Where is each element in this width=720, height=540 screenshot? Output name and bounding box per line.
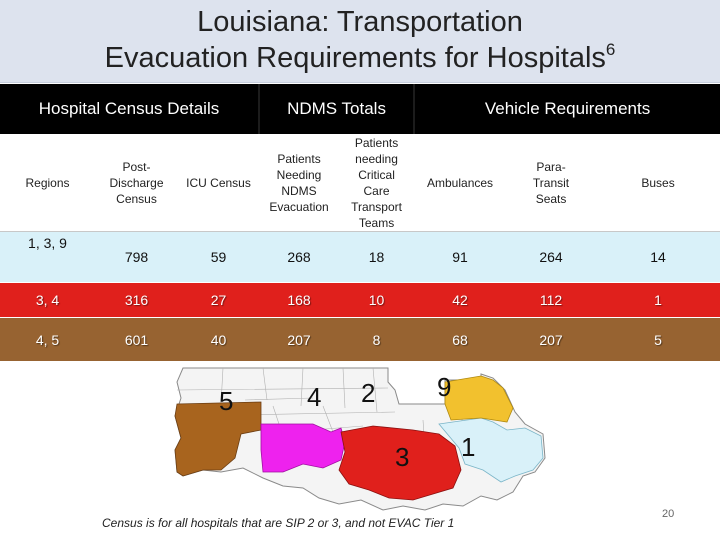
table-cell: 1, 3, 9 — [0, 231, 95, 283]
table-cell: 207 — [259, 317, 340, 361]
table-cell: 207 — [506, 317, 597, 361]
title-line-1: Louisiana: Transportation — [197, 6, 523, 38]
table-cell: 14 — [596, 231, 720, 283]
table-cell: 168 — [259, 282, 340, 318]
region-label: 5 — [219, 386, 233, 416]
column-header-row: Regions Post-Discharge Census ICU Census… — [0, 134, 720, 232]
table-cell: 10 — [339, 282, 415, 318]
table-cell: 1 — [596, 282, 720, 318]
column-header: Patients needing Critical Care Transport… — [339, 134, 415, 232]
table-cell: 59 — [178, 231, 260, 283]
region-label: 3 — [395, 442, 409, 472]
table-cell: 3, 4 — [0, 282, 95, 318]
table-cell: 42 — [414, 282, 507, 318]
region-label: 2 — [361, 378, 375, 408]
region-1-area — [438, 417, 544, 483]
table-cell: 798 — [95, 231, 178, 283]
table-cell: 68 — [414, 317, 507, 361]
table-cell: 27 — [178, 282, 260, 318]
table-cell: 91 — [414, 231, 507, 283]
group-header-vehicles: Vehicle Requirements — [414, 84, 720, 134]
region-3-area — [338, 425, 462, 501]
group-header-census: Hospital Census Details — [0, 84, 261, 134]
group-header-ndms: NDMS Totals — [259, 84, 416, 134]
region-9-area — [444, 375, 514, 423]
column-header: Regions — [0, 134, 95, 232]
column-header: Buses — [596, 134, 720, 232]
louisiana-region-map: 5 4 2 9 1 3 — [174, 367, 546, 511]
table-row: 3, 4 316 27 168 10 42 112 1 — [0, 282, 720, 318]
region-label: 9 — [437, 372, 451, 402]
table-cell: 18 — [339, 231, 415, 283]
title-line-2: Evacuation Requirements for Hospitals6 — [0, 40, 720, 75]
group-header-row: Hospital Census Details NDMS Totals Vehi… — [0, 84, 720, 134]
column-header: Post-Discharge Census — [95, 134, 178, 232]
table-cell: 601 — [95, 317, 178, 361]
title-line-2-text: Evacuation Requirements for Hospitals — [104, 42, 606, 74]
region-label: 1 — [461, 432, 475, 462]
table-cell: 264 — [506, 231, 597, 283]
table-row: 1, 3, 9 798 59 268 18 91 264 14 — [0, 231, 720, 283]
table-cell: 268 — [259, 231, 340, 283]
column-header: Ambulances — [414, 134, 507, 232]
column-header: Para-Transit Seats — [506, 134, 597, 232]
column-header: ICU Census — [178, 134, 260, 232]
region-label: 4 — [307, 382, 321, 412]
page-number: 20 — [662, 508, 675, 520]
evacuation-table: Hospital Census Details NDMS Totals Vehi… — [0, 84, 720, 361]
table-cell: 40 — [178, 317, 260, 361]
table-cell: 8 — [339, 317, 415, 361]
slide-title: Louisiana: Transportation Evacuation Req… — [0, 0, 720, 83]
column-header: Patients Needing NDMS Evacuation — [259, 134, 340, 232]
region-4-area — [260, 423, 346, 473]
title-footnote-marker: 6 — [605, 40, 616, 59]
table-cell: 112 — [506, 282, 597, 318]
table-row: 4, 5 601 40 207 8 68 207 5 — [0, 317, 720, 361]
census-footnote: Census is for all hospitals that are SIP… — [102, 516, 455, 530]
table-cell: 316 — [95, 282, 178, 318]
table-cell: 5 — [596, 317, 720, 361]
table-cell: 4, 5 — [0, 317, 95, 361]
parish-lines — [176, 367, 464, 451]
